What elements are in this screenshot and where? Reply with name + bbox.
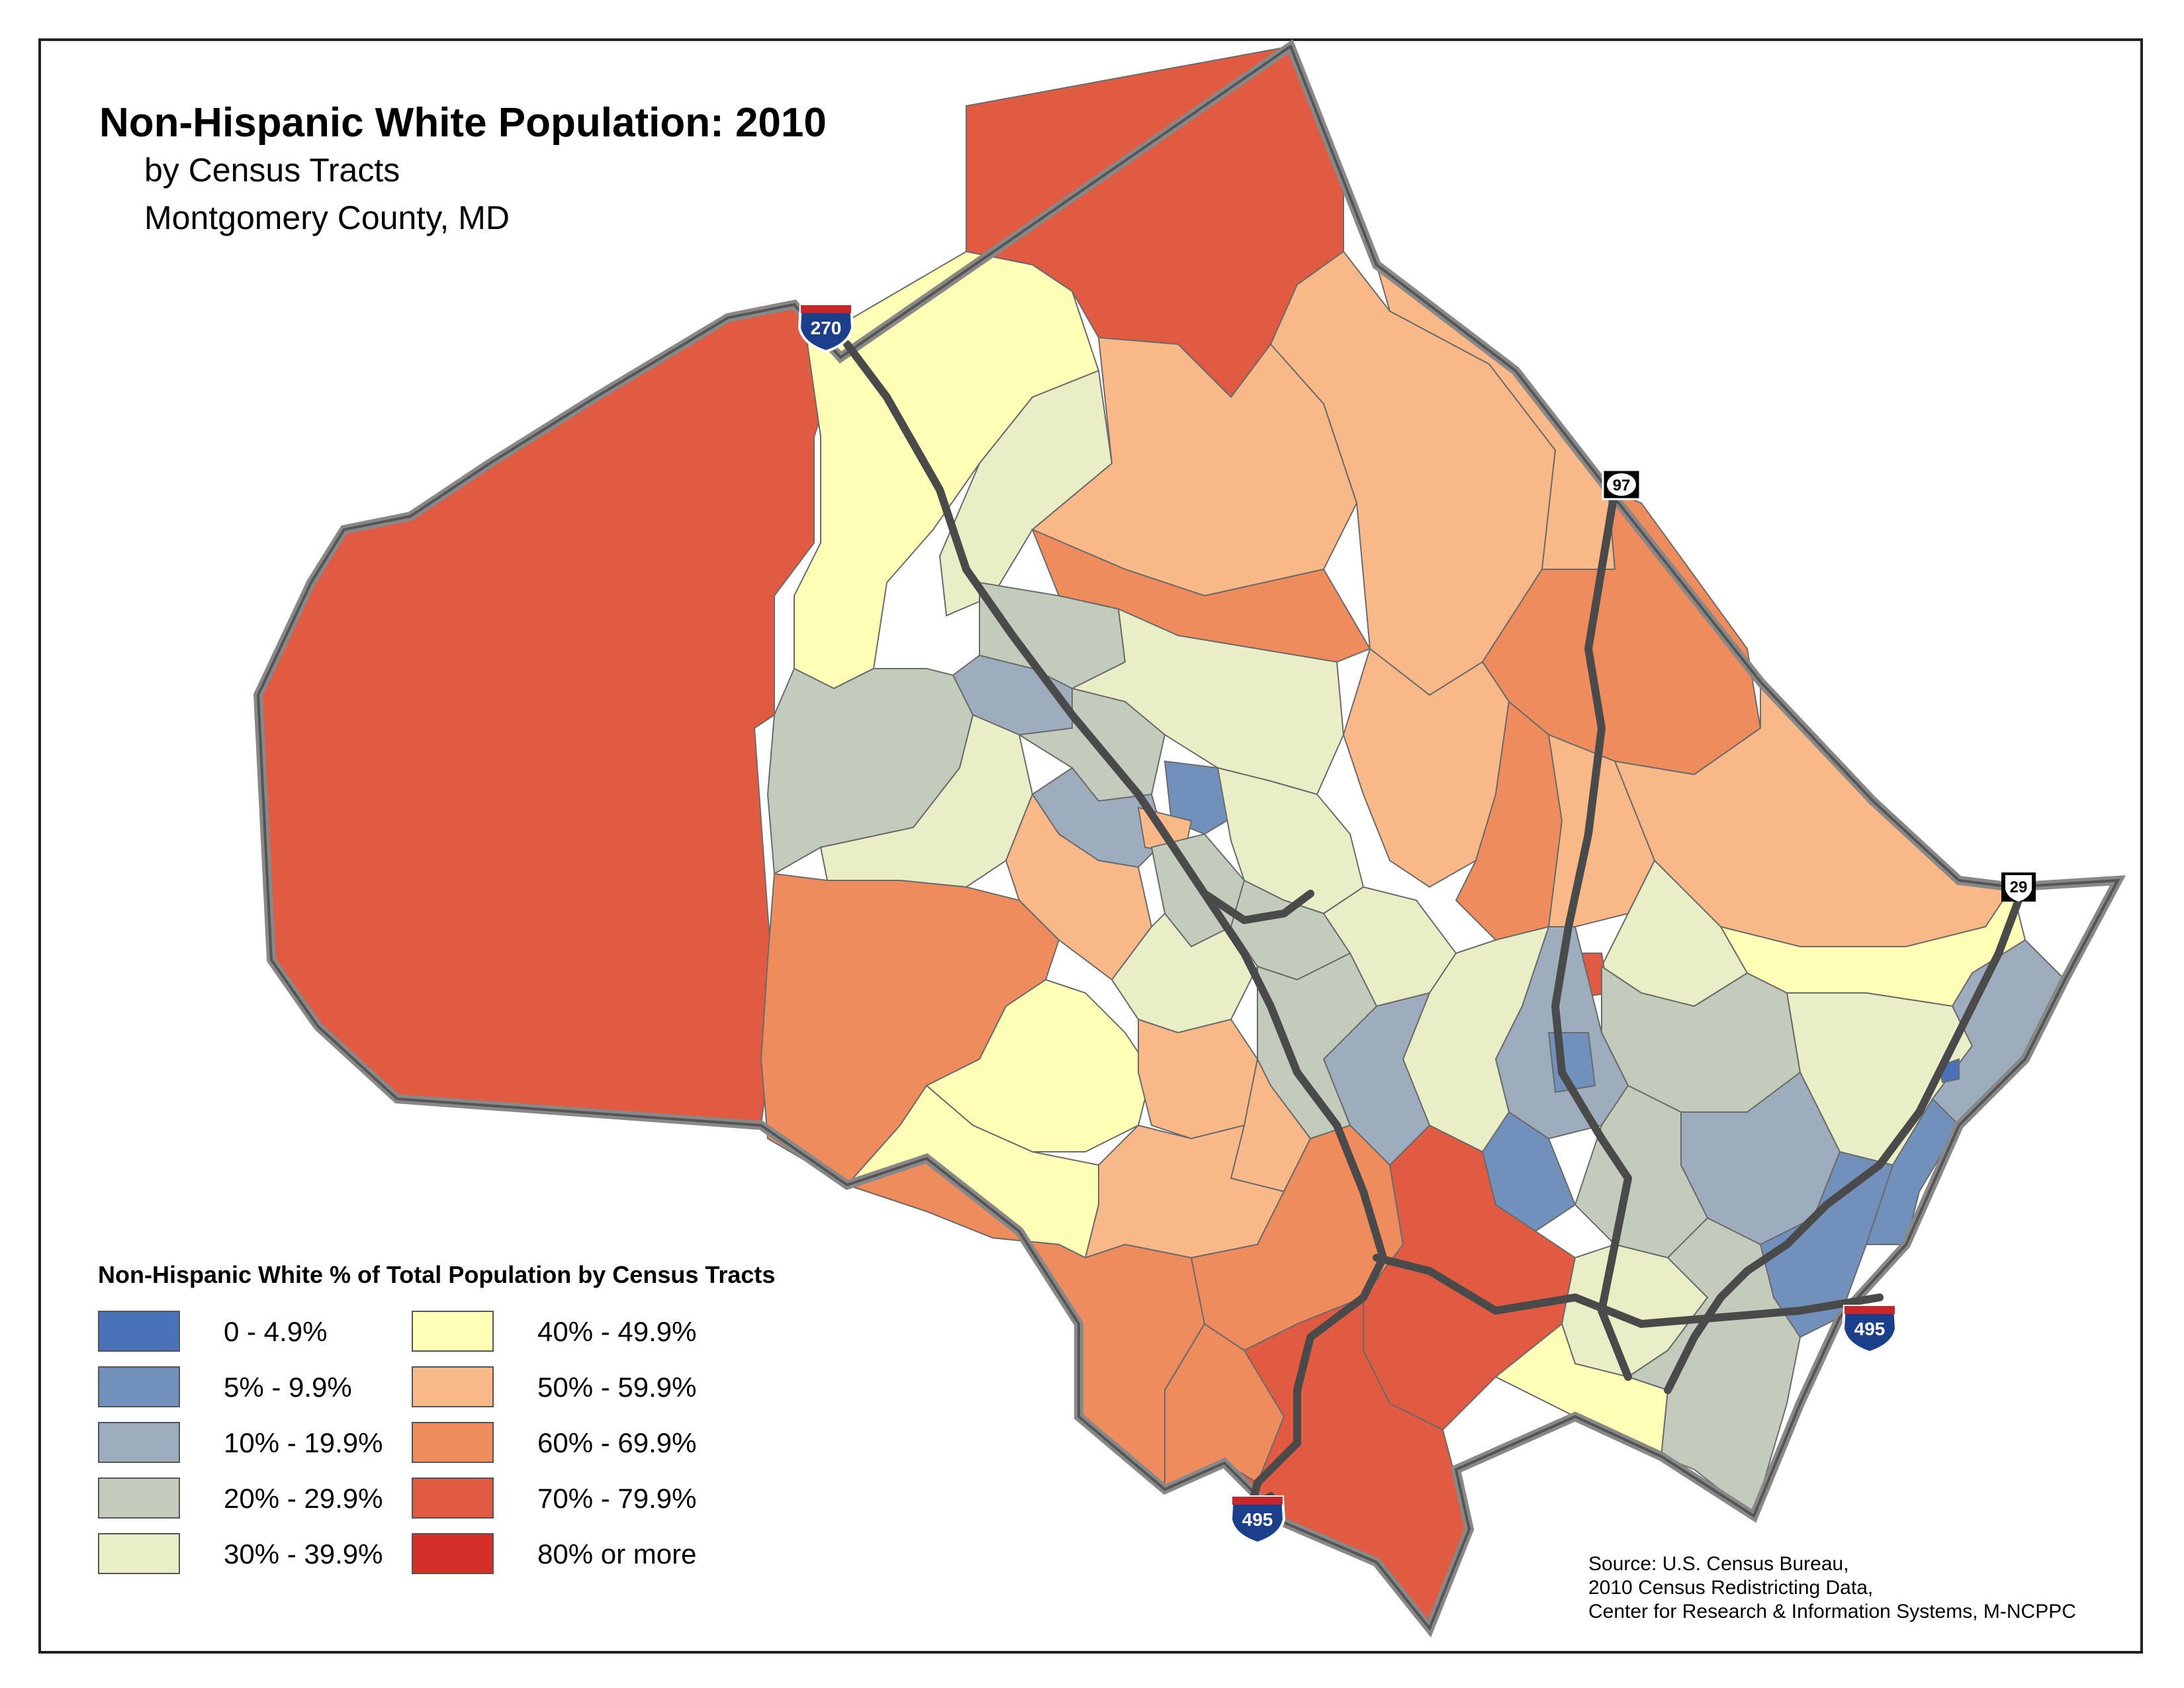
legend-swatch [412, 1533, 494, 1574]
legend-swatch [412, 1311, 494, 1352]
legend-label: 40% - 49.9% [537, 1316, 697, 1347]
map-frame [38, 38, 2143, 1654]
shield-us29-label: 29 [2010, 878, 2028, 896]
legend-label: 70% - 79.9% [537, 1483, 697, 1514]
legend-title: Non-Hispanic White % of Total Population… [98, 1261, 776, 1288]
shield-md97-label: 97 [1613, 477, 1631, 494]
tract-potomac-orange [1005, 792, 1153, 981]
source-line: 2010 Census Redistricting Data, [1588, 1577, 1874, 1599]
legend-item-2: 10% - 19.9% [98, 1422, 416, 1463]
legend-item-9: 80% or more [412, 1533, 729, 1574]
legend-swatch [98, 1311, 180, 1352]
legend-label: 30% - 39.9% [224, 1538, 383, 1570]
shield-us29: 29 [2001, 872, 2036, 902]
map-subtitle-county: Montgomery County, MD [144, 199, 510, 236]
legend-label: 50% - 59.9% [537, 1372, 697, 1403]
legend-swatch [412, 1477, 494, 1519]
legend-item-4: 30% - 39.9% [98, 1533, 416, 1574]
highway-i495 [1373, 1254, 1884, 1328]
legend-swatch [98, 1533, 180, 1574]
census-tracts [257, 45, 2066, 1630]
tract-bethesda-orange-2 [1164, 1323, 1285, 1491]
legend-item-3: 20% - 29.9% [98, 1477, 416, 1519]
map-subtitle-tracts: by Census Tracts [144, 152, 400, 189]
highway-us29 [1664, 896, 2023, 1394]
legend-label: 5% - 9.9% [224, 1372, 352, 1403]
highway-md97 [1551, 486, 1632, 1381]
shield-md97: 97 [1602, 469, 1641, 500]
legend-label: 0 - 4.9% [224, 1316, 328, 1347]
source-line: Source: U.S. Census Bureau, [1588, 1553, 1849, 1575]
legend-label: 10% - 19.9% [224, 1427, 383, 1458]
tract-takoma-orange [1494, 1323, 1669, 1458]
shield-i270: 270 [797, 304, 854, 353]
highway-i270-spur [1201, 890, 1314, 924]
shield-i270-label: 270 [811, 318, 842, 338]
highways [843, 340, 2023, 1513]
legend-item-8: 70% - 79.9% [412, 1477, 729, 1519]
tract-north-orange-a [1031, 336, 1358, 597]
tract-nw-peach [794, 250, 1100, 690]
legend-item-5: 40% - 49.9% [412, 1311, 729, 1352]
legend-item-6: 50% - 59.9% [412, 1366, 729, 1407]
legend-swatch [412, 1422, 494, 1463]
legend-swatch [98, 1366, 180, 1407]
legend-swatch [98, 1422, 180, 1463]
tract-mid-orange [1138, 1018, 1259, 1140]
shield-i495-west: 495 [1229, 1495, 1286, 1545]
shield-i495-east-label: 495 [1854, 1319, 1886, 1339]
legend-swatch [412, 1366, 494, 1407]
legend-item-7: 60% - 69.9% [412, 1422, 729, 1463]
legend-item-0: 0 - 4.9% [98, 1311, 416, 1352]
highway-i270 [843, 340, 1387, 1513]
legend-label: 80% or more [537, 1538, 697, 1570]
source-line: Center for Research & Information System… [1588, 1601, 2076, 1622]
map-title: Non-Hispanic White Population: 2010 [99, 100, 827, 146]
shield-i495-west-label: 495 [1242, 1509, 1273, 1530]
source-note: Source: U.S. Census Bureau, 2010 Census … [1588, 1552, 2076, 1624]
shield-i495-east: 495 [1841, 1305, 1898, 1354]
legend-item-1: 5% - 9.9% [98, 1366, 416, 1407]
legend-label: 60% - 69.9% [537, 1427, 697, 1458]
legend-swatch [98, 1477, 180, 1519]
legend-label: 20% - 29.9% [224, 1483, 383, 1514]
